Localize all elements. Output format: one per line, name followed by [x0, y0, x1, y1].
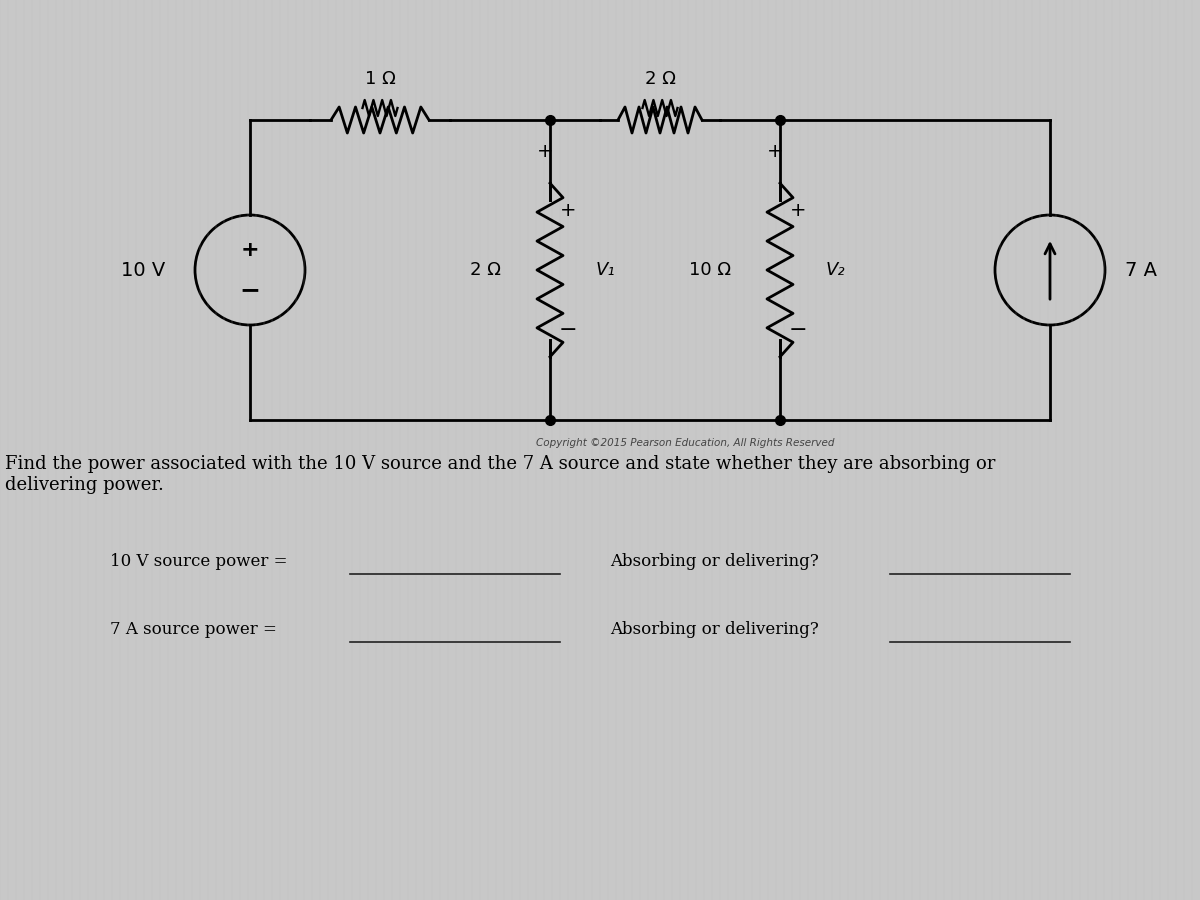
Text: +: +: [790, 201, 806, 220]
Text: +: +: [241, 240, 259, 260]
Text: 7 A: 7 A: [1126, 260, 1157, 280]
Text: +: +: [536, 142, 553, 161]
Text: 7 A source power =: 7 A source power =: [110, 622, 277, 638]
Text: 10 Ω: 10 Ω: [689, 261, 731, 279]
Text: 10 V source power =: 10 V source power =: [110, 554, 288, 571]
Text: 2 Ω: 2 Ω: [469, 261, 500, 279]
Text: Absorbing or delivering?: Absorbing or delivering?: [610, 554, 818, 571]
Text: +: +: [767, 142, 784, 161]
Text: Absorbing or delivering?: Absorbing or delivering?: [610, 622, 818, 638]
Text: −: −: [559, 320, 577, 340]
Text: 2 Ω: 2 Ω: [644, 70, 676, 88]
Text: Copyright ©2015 Pearson Education, All Rights Reserved: Copyright ©2015 Pearson Education, All R…: [535, 438, 834, 448]
Text: Find the power associated with the 10 V source and the 7 A source and state whet: Find the power associated with the 10 V …: [5, 455, 995, 494]
Text: +: +: [559, 201, 576, 220]
Text: 1 Ω: 1 Ω: [365, 70, 395, 88]
Text: 10 V: 10 V: [121, 260, 166, 280]
Text: V₂: V₂: [826, 261, 845, 279]
Text: −: −: [788, 320, 808, 340]
Text: −: −: [240, 278, 260, 302]
Text: V₁: V₁: [595, 261, 614, 279]
